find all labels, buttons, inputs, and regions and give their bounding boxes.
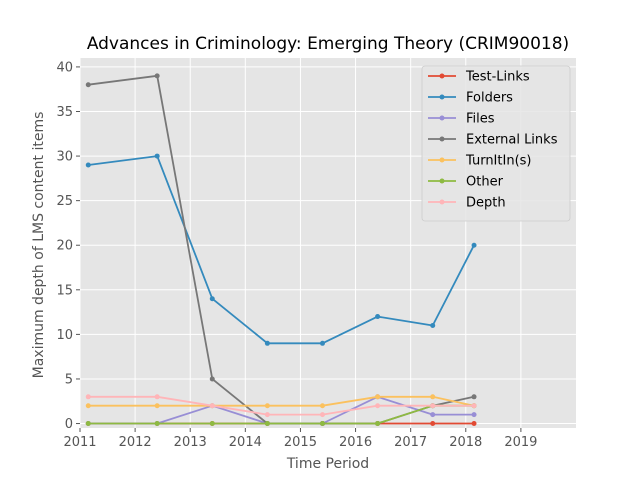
legend-swatch-marker <box>439 115 445 121</box>
legend-swatch-marker <box>439 73 445 79</box>
data-point <box>319 403 325 409</box>
legend-item: Files <box>428 112 495 127</box>
x-tick-label: 2018 <box>449 435 482 450</box>
x-tick-label: 2014 <box>229 435 262 450</box>
x-tick-label: 2019 <box>504 435 537 450</box>
y-tick-label: 30 <box>56 150 73 165</box>
legend-label: Depth <box>466 196 506 211</box>
data-point <box>154 153 160 159</box>
data-point <box>85 403 91 409</box>
data-point <box>375 421 381 427</box>
data-point <box>209 403 215 409</box>
data-point <box>319 340 325 346</box>
legend-item: Depth <box>428 196 506 211</box>
legend-swatch-marker <box>439 157 445 163</box>
legend-item: Folders <box>428 91 513 106</box>
data-point <box>154 73 160 79</box>
data-point <box>471 242 477 248</box>
data-point <box>209 421 215 427</box>
y-tick-label: 10 <box>56 328 73 343</box>
series-6 <box>85 394 477 418</box>
legend-swatch-marker <box>439 199 445 205</box>
data-point <box>319 421 325 427</box>
y-tick-label: 15 <box>56 283 73 298</box>
data-point <box>85 82 91 88</box>
x-tick-label: 2017 <box>394 435 427 450</box>
legend-item: External Links <box>428 133 558 148</box>
series-line <box>88 155 475 345</box>
data-point <box>264 403 270 409</box>
legend-label: Other <box>466 175 504 190</box>
data-point <box>264 340 270 346</box>
legend-label: TurnItIn(s) <box>465 154 531 169</box>
data-point <box>430 394 436 400</box>
data-point <box>375 314 381 320</box>
legend-swatch-marker <box>439 94 445 100</box>
legend-item: TurnItIn(s) <box>428 154 531 169</box>
data-point <box>264 412 270 418</box>
legend-swatch-marker <box>439 178 445 184</box>
series-layer <box>85 73 477 427</box>
data-point <box>85 421 91 427</box>
data-point <box>264 421 270 427</box>
data-point <box>209 376 215 382</box>
legend-label: Folders <box>466 91 513 106</box>
x-axis-label: Time Period <box>286 456 369 472</box>
legend: Test-Links Folders Files External Links Turn… <box>421 65 571 222</box>
x-axis: 2011 2012 2013 2014 2015 2016 2017 2018 2019 <box>63 428 537 450</box>
data-point <box>85 162 91 168</box>
x-tick-label: 2016 <box>339 435 372 450</box>
legend-box <box>421 65 571 222</box>
x-tick-label: 2012 <box>119 435 152 450</box>
data-point <box>471 421 477 427</box>
x-tick-label: 2011 <box>63 435 96 450</box>
data-point <box>430 421 436 427</box>
y-axis-label: Maximum depth of LMS content items <box>31 112 47 379</box>
series-1 <box>85 153 477 346</box>
data-point <box>375 394 381 400</box>
data-point <box>154 394 160 400</box>
data-point <box>209 296 215 302</box>
y-tick-label: 5 <box>65 372 73 387</box>
data-point <box>375 403 381 409</box>
legend-label: Test-Links <box>465 70 530 85</box>
data-point <box>85 394 91 400</box>
data-point <box>471 403 477 409</box>
data-point <box>154 421 160 427</box>
y-tick-label: 25 <box>56 194 73 209</box>
data-point <box>471 394 477 400</box>
legend-label: External Links <box>466 133 558 148</box>
series-line <box>88 395 475 407</box>
data-point <box>430 403 436 409</box>
series-line <box>88 404 474 425</box>
legend-item: Other <box>428 175 504 190</box>
y-tick-label: 20 <box>56 239 73 254</box>
data-point <box>154 403 160 409</box>
y-tick-label: 40 <box>56 60 73 75</box>
y-axis: 0 5 10 15 20 25 30 35 40 <box>56 60 80 432</box>
legend-swatch-marker <box>439 136 445 142</box>
data-point <box>319 412 325 418</box>
legend-label: Files <box>466 112 495 127</box>
data-point <box>430 412 436 418</box>
series-line <box>88 395 474 416</box>
data-point <box>471 412 477 418</box>
y-tick-label: 0 <box>65 417 73 432</box>
legend-item: Test-Links <box>428 70 530 85</box>
x-tick-label: 2015 <box>284 435 317 450</box>
y-tick-label: 35 <box>56 105 73 120</box>
data-point <box>430 322 436 328</box>
x-tick-label: 2013 <box>174 435 207 450</box>
chart-title: Advances in Criminology: Emerging Theory… <box>87 34 569 54</box>
